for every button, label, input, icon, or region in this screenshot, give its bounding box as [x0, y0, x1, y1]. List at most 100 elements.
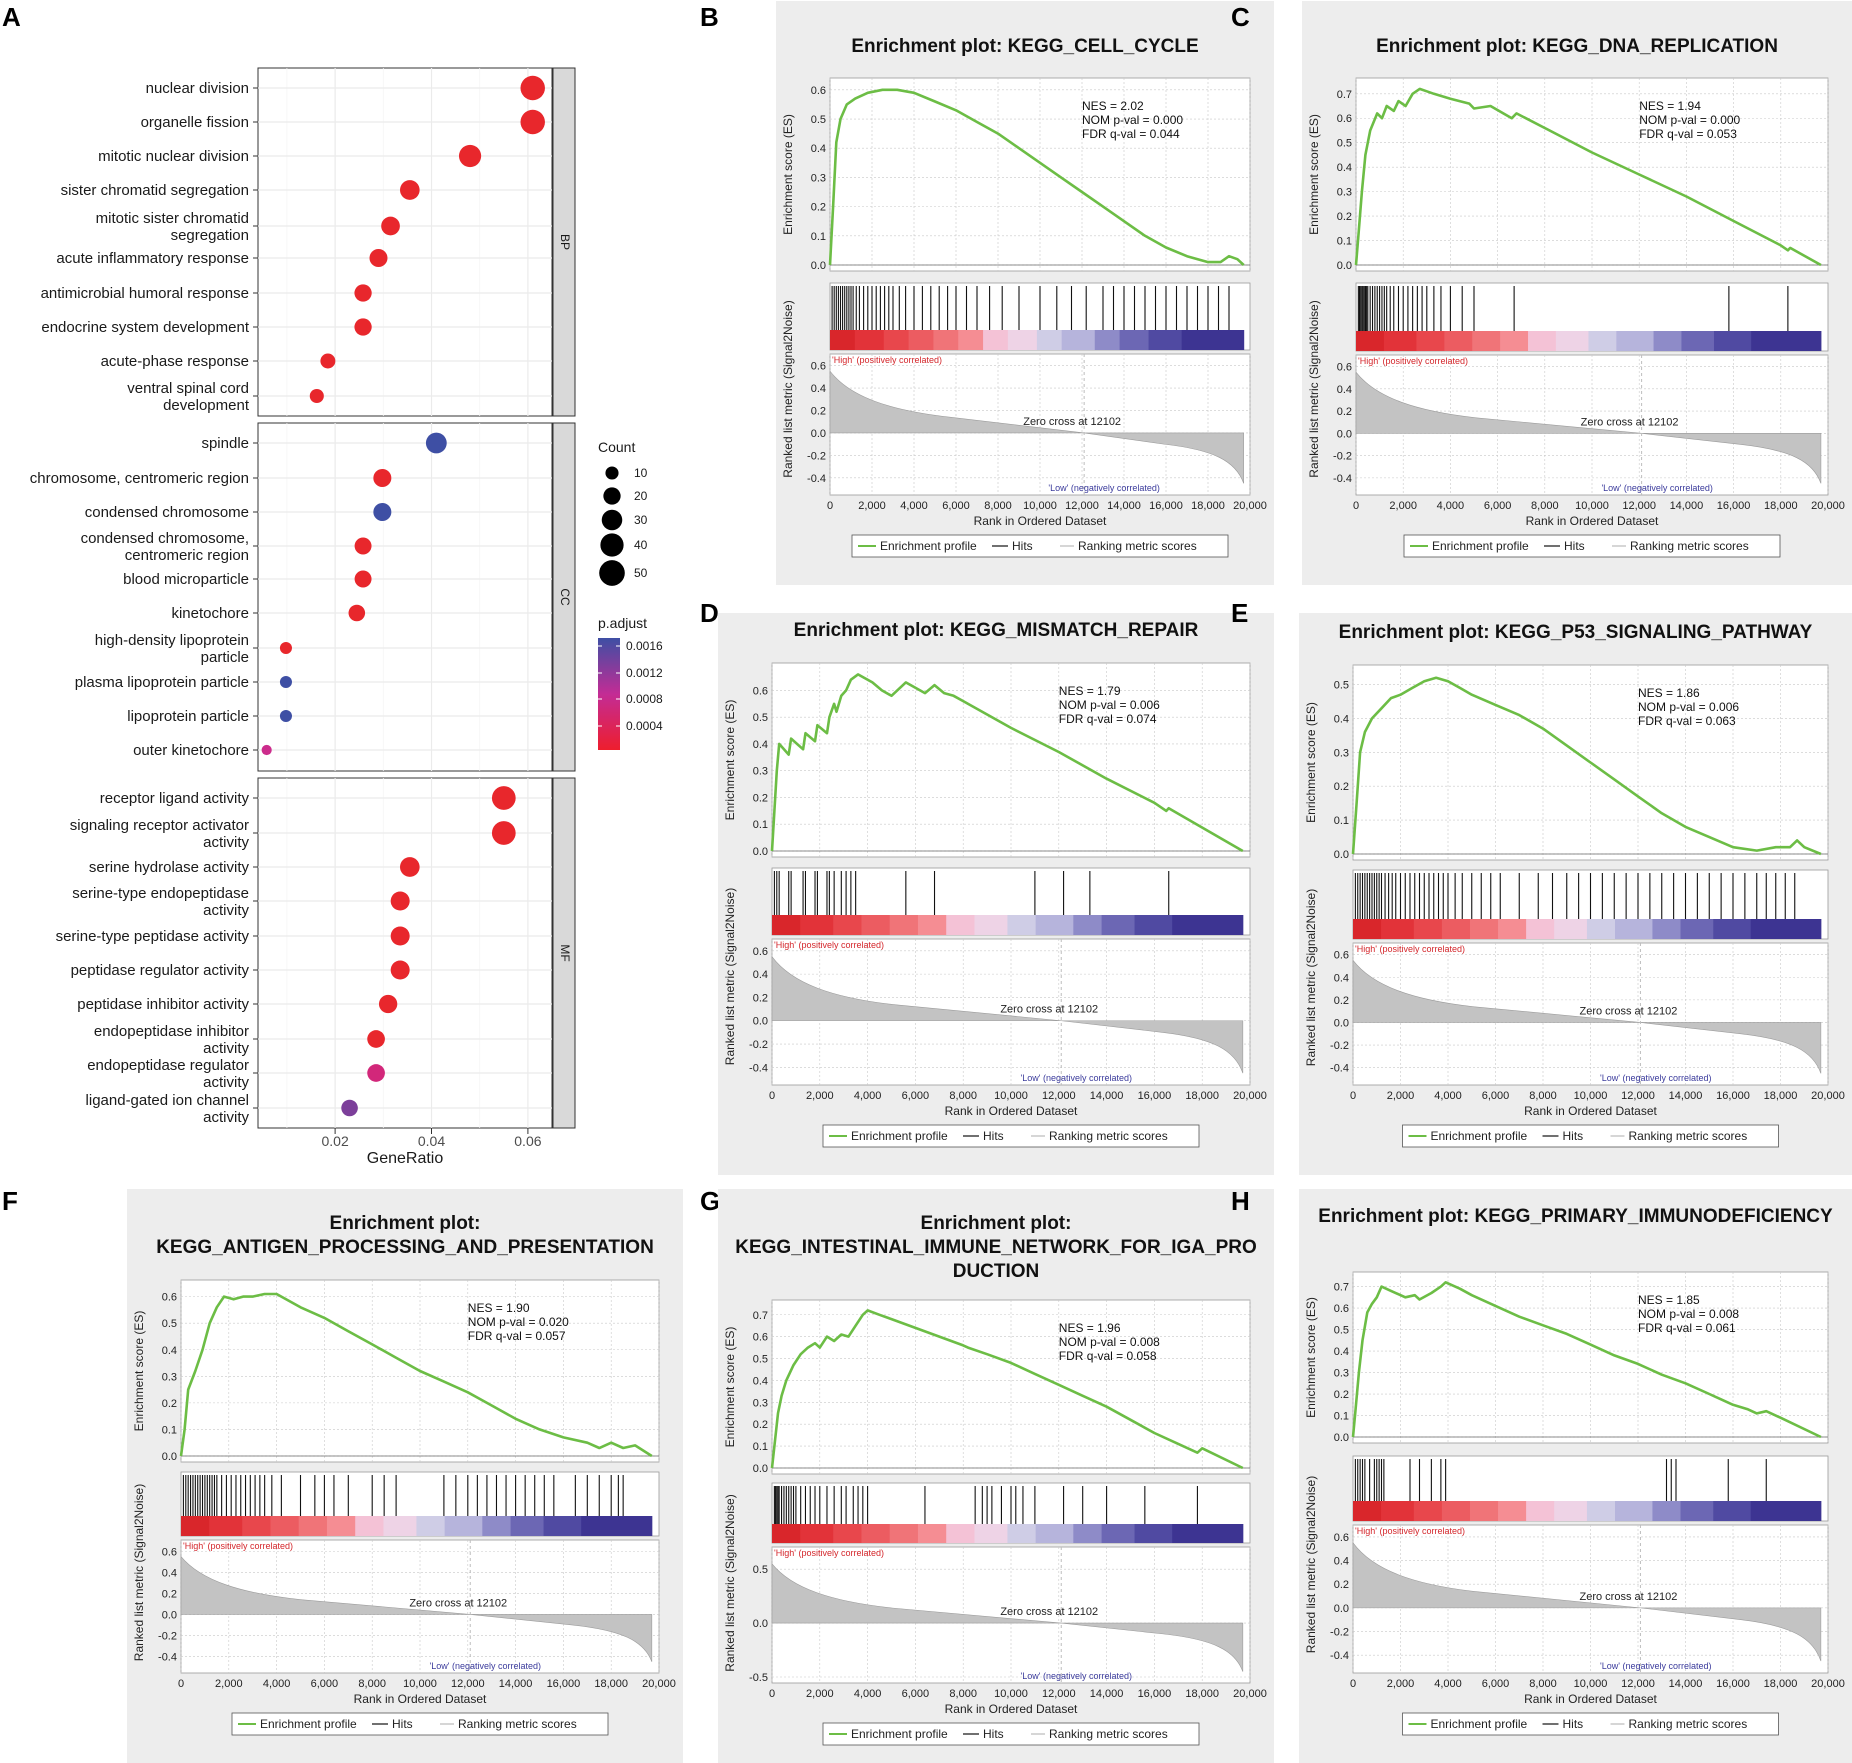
gsea-legend: Enrichment profile Hits Ranking metric sco… — [1402, 1712, 1779, 1736]
metric-y-tick-label: 0.6 — [811, 361, 826, 373]
x-tick-label: 2,000 — [1389, 500, 1417, 512]
high-correlated-label: 'High' (positively correlated) — [774, 940, 884, 950]
dot-chromosome-centromeric-region — [373, 468, 392, 488]
ranking-color-segment — [1353, 919, 1382, 939]
es-y-axis-title: Enrichment score (ES) — [723, 700, 737, 821]
ranking-color-segment — [974, 915, 1008, 935]
ranking-color-segment — [983, 330, 1009, 350]
x-tick-label: 12,000 — [1622, 500, 1656, 512]
metric-y-axis-title: Ranked list metric (Signal2Noise) — [132, 1484, 146, 1661]
x-tick-label: 0.04 — [418, 1133, 445, 1149]
metric-subplot: 0.6 0.4 0.2 0.0 -0.2 -0.4 Zero cross at 12102 '… — [1307, 300, 1845, 528]
gsea-legend: Enrichment profile Hits Ranking metric sco… — [822, 1722, 1200, 1746]
x-tick-label: 20,000 — [642, 1678, 676, 1690]
plot-title: Enrichment plot: — [921, 1213, 1072, 1234]
ranking-color-segment — [946, 915, 975, 935]
legend-enrichment-label: Enrichment profile — [1431, 1129, 1528, 1143]
x-tick-label: 20,000 — [1233, 1090, 1267, 1102]
ranking-color-segment — [510, 1516, 545, 1536]
x-tick-label: 16,000 — [547, 1678, 581, 1690]
x-tick-label: 0.06 — [514, 1133, 541, 1149]
stat-label: FDR q-val = 0.053 — [1639, 127, 1737, 141]
legend-ranking-label: Ranking metric scores — [1049, 1727, 1168, 1741]
low-correlated-label: 'Low' (negatively correlated) — [1600, 1661, 1712, 1671]
facet-strip-label: MF — [558, 944, 572, 961]
es-subplot: 0.0 0.1 0.2 0.3 0.4 0.5 0.6 0.7 Enrichment score… — [1307, 77, 1829, 272]
stat-label: NOM p-val = 0.006 — [1638, 700, 1739, 714]
ranking-color-segment — [1615, 919, 1653, 939]
x-tick-label: 14,000 — [1670, 500, 1704, 512]
x-axis-title: Rank in Ordered Dataset — [1526, 514, 1659, 528]
ranking-color-segment — [416, 1516, 446, 1536]
padj-legend-label: 0.0012 — [626, 666, 663, 680]
legend-hits-label: Hits — [1563, 1129, 1584, 1143]
stat-label: NOM p-val = 0.008 — [1059, 1335, 1160, 1349]
facet-bp: BP nuclear division organelle fission mitot… — [41, 67, 576, 417]
es-y-tick-label: 0.4 — [811, 143, 826, 155]
ranking-color-segment — [1413, 1501, 1443, 1521]
dot-endopeptidase-inhibitor-activity — [367, 1030, 385, 1048]
stat-label: NOM p-val = 0.000 — [1082, 113, 1183, 127]
ranking-color-segment — [1498, 1501, 1527, 1521]
term-label: peptidase inhibitor activity — [77, 996, 249, 1013]
x-tick-label: 0 — [1353, 500, 1359, 512]
es-y-tick-label: 0.5 — [1334, 680, 1349, 692]
metric-y-axis-title: Ranked list metric (Signal2Noise) — [723, 888, 737, 1065]
x-tick-label: 2,000 — [858, 500, 886, 512]
count-legend-label: 50 — [634, 566, 648, 580]
enrichment-profile-line — [1351, 1281, 1822, 1439]
panel-h-gsea: H Enrichment plot: KEGG_PRIMARY_IMMUNODEF… — [1231, 1186, 1852, 1763]
x-tick-label: 8,000 — [949, 1688, 977, 1700]
ranking-color-segment — [543, 1516, 582, 1536]
legend-box — [1402, 1712, 1779, 1736]
x-tick-label: 16,000 — [1149, 500, 1183, 512]
metric-subplot: 0.6 0.4 0.2 0.0 -0.2 -0.4 Zero cross at 12102 '… — [723, 888, 1267, 1118]
dot-serine-type-peptidase-activity — [390, 926, 410, 946]
x-axis-title: Rank in Ordered Dataset — [945, 1104, 1078, 1118]
metric-y-axis-title: Ranked list metric (Signal2Noise) — [1304, 889, 1318, 1066]
es-y-tick-label: 0.1 — [162, 1424, 177, 1436]
term-label: endocrine system development — [41, 319, 249, 336]
term-label: serine-type peptidase activity — [56, 928, 250, 945]
es-y-axis-title: Enrichment score (ES) — [781, 114, 795, 235]
dot-kinetochore — [348, 604, 366, 622]
count-legend-title: Count — [598, 439, 635, 455]
ranking-color-segment — [772, 915, 801, 935]
es-y-tick-label: 0.5 — [1334, 1325, 1349, 1337]
term-label: activity — [203, 834, 249, 851]
metric-y-tick-label: 0.0 — [753, 1016, 768, 1028]
count-legend-label: 30 — [634, 513, 648, 527]
ranking-color-segment — [581, 1516, 653, 1536]
x-tick-label: 18,000 — [1191, 500, 1225, 512]
metric-y-tick-label: 0.6 — [1334, 1532, 1349, 1544]
x-tick-label: 10,000 — [1574, 1090, 1608, 1102]
ranking-color-segment — [1101, 1524, 1136, 1543]
low-correlated-label: 'Low' (negatively correlated) — [1021, 1671, 1133, 1681]
ranking-color-segment — [1381, 919, 1415, 939]
legend-enrichment-label: Enrichment profile — [1431, 1717, 1528, 1731]
metric-y-tick-label: 0.4 — [753, 969, 768, 981]
metric-y-tick-label: -0.2 — [749, 1039, 768, 1051]
metric-y-tick-label: -0.2 — [158, 1630, 177, 1642]
es-y-tick-label: 0.2 — [1337, 211, 1352, 223]
metric-y-tick-label: 0.2 — [1334, 995, 1349, 1007]
ranking-color-segment — [1469, 1501, 1499, 1521]
plot-title: Enrichment plot: KEGG_PRIMARY_IMMUNODEFI… — [1318, 1206, 1833, 1227]
count-legend-label: 20 — [634, 489, 648, 503]
stat-label: NES = 1.85 — [1638, 1293, 1700, 1307]
ranking-metric-area — [771, 955, 1244, 1074]
term-label: spindle — [201, 435, 249, 452]
metric-y-tick-label: 0.2 — [811, 405, 826, 417]
dot-endocrine-system-development — [354, 318, 372, 336]
dot-ligand-gated-ion-channel-activity — [341, 1099, 358, 1117]
dot-mitotic-nuclear-division — [458, 144, 482, 168]
low-correlated-label: 'Low' (negatively correlated) — [1048, 483, 1160, 493]
es-y-tick-label: 0.5 — [811, 114, 826, 126]
x-tick-label: 4,000 — [263, 1678, 291, 1690]
metric-y-axis-title: Ranked list metric (Signal2Noise) — [723, 1494, 737, 1671]
legend-enrichment-label: Enrichment profile — [1432, 539, 1529, 553]
x-tick-label: 2,000 — [1387, 1090, 1415, 1102]
count-legend-dot — [600, 533, 624, 557]
term-label: activity — [203, 1074, 249, 1091]
